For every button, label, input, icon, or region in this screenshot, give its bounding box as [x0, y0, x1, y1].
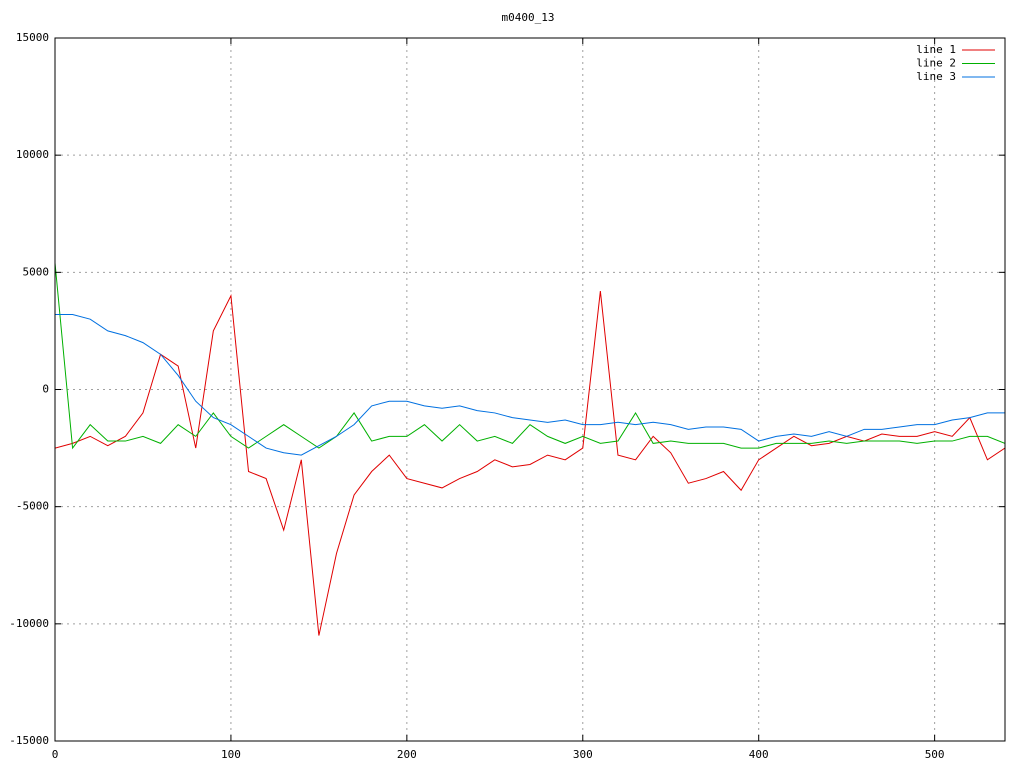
lines — [55, 262, 1005, 636]
y-tick-label: -5000 — [16, 500, 49, 513]
x-tick-label: 0 — [52, 748, 59, 761]
x-tick-label: 400 — [749, 748, 769, 761]
x-tick-label: 200 — [397, 748, 417, 761]
legend-label: line 3 — [916, 70, 956, 83]
legend-label: line 1 — [916, 43, 956, 56]
grid — [54, 37, 1005, 742]
x-tick-label: 500 — [925, 748, 945, 761]
y-tick-label: 10000 — [16, 148, 49, 161]
x-tick-label: 300 — [573, 748, 593, 761]
legend-label: line 2 — [916, 57, 956, 70]
chart-title: m0400_13 — [502, 11, 555, 24]
y-tick-label: -10000 — [9, 617, 49, 630]
data-line — [55, 314, 1005, 456]
data-line — [55, 262, 1005, 450]
y-tick-label: 15000 — [16, 31, 49, 44]
x-tick-label: 100 — [221, 748, 241, 761]
y-tick-label: 5000 — [23, 265, 50, 278]
data-line — [55, 291, 1005, 636]
y-tick-label: 0 — [42, 383, 49, 396]
y-tick-label: -15000 — [9, 734, 49, 747]
